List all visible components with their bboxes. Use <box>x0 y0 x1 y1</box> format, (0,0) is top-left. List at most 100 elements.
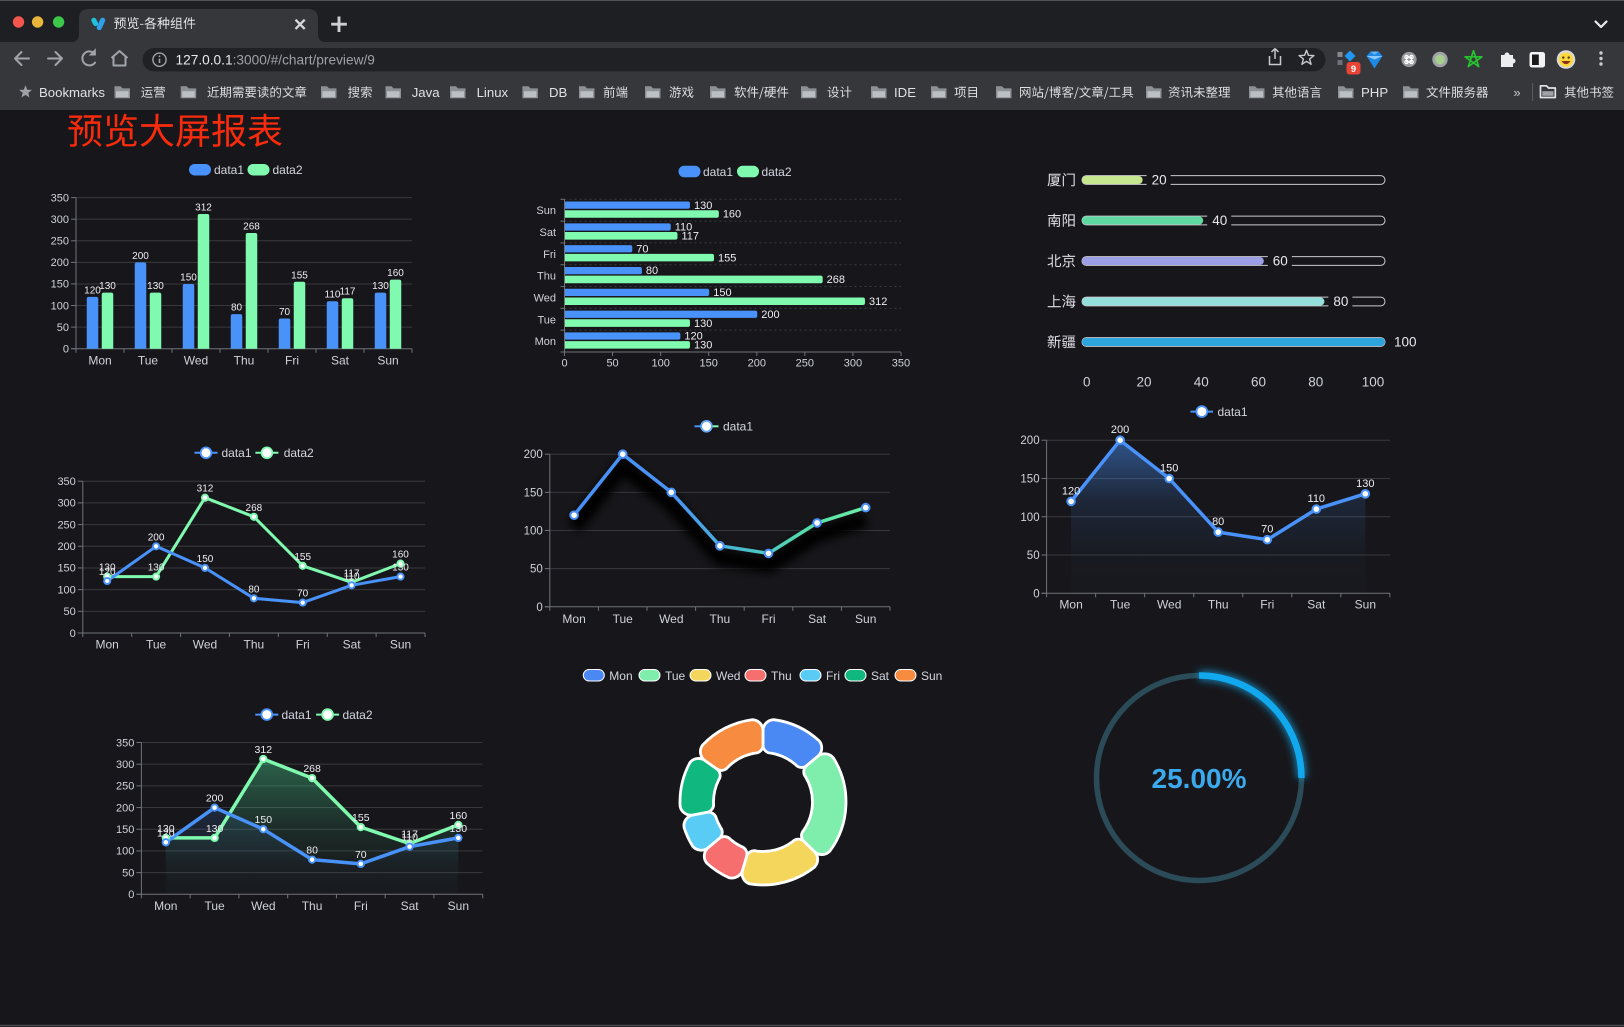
svg-text:Wed: Wed <box>534 292 556 304</box>
svg-text:117: 117 <box>340 287 356 298</box>
svg-text:Thu: Thu <box>537 271 556 283</box>
svg-text:50: 50 <box>530 564 543 576</box>
svg-text:130: 130 <box>99 563 116 574</box>
svg-text:Tue: Tue <box>537 314 556 326</box>
svg-text:50: 50 <box>1027 550 1040 562</box>
svg-text:120: 120 <box>684 331 702 343</box>
svg-text:200: 200 <box>748 358 766 370</box>
svg-text:Tue: Tue <box>1110 598 1131 612</box>
svg-text:130: 130 <box>206 823 224 835</box>
svg-text:Fri: Fri <box>285 354 299 368</box>
svg-text:data2: data2 <box>273 163 303 177</box>
svg-text:Thu: Thu <box>234 354 255 368</box>
svg-text:117: 117 <box>681 231 699 243</box>
svg-text:data2: data2 <box>343 708 373 722</box>
svg-text:300: 300 <box>51 214 69 226</box>
svg-text:Thu: Thu <box>1208 598 1229 612</box>
svg-text:350: 350 <box>51 192 69 204</box>
svg-text:120: 120 <box>1062 485 1080 497</box>
svg-text:20: 20 <box>1152 173 1167 188</box>
svg-text:200: 200 <box>57 541 75 553</box>
svg-text:Wed: Wed <box>1157 598 1181 612</box>
svg-text:0: 0 <box>1033 588 1039 600</box>
svg-text:300: 300 <box>116 759 134 771</box>
svg-text:130: 130 <box>1356 478 1374 490</box>
svg-text:9: 9 <box>1351 64 1356 75</box>
svg-text:60: 60 <box>1273 254 1288 269</box>
svg-text:250: 250 <box>51 236 69 248</box>
svg-text:0: 0 <box>1083 375 1091 390</box>
svg-text:200: 200 <box>206 793 224 805</box>
svg-text:Sat: Sat <box>539 227 556 239</box>
svg-text:40: 40 <box>1194 375 1209 390</box>
svg-text:data1: data1 <box>222 446 252 460</box>
svg-text:IDE: IDE <box>894 85 916 100</box>
svg-text:155: 155 <box>291 270 308 281</box>
svg-text:100: 100 <box>1020 512 1039 524</box>
svg-text:Wed: Wed <box>193 638 217 652</box>
svg-text:Sun: Sun <box>1355 598 1376 612</box>
svg-text:150: 150 <box>116 824 134 836</box>
svg-text:130: 130 <box>148 563 165 574</box>
svg-text:110: 110 <box>1308 493 1326 505</box>
svg-text:100: 100 <box>57 584 75 596</box>
svg-text:data1: data1 <box>723 420 753 434</box>
svg-text:100: 100 <box>524 526 543 538</box>
svg-text:80: 80 <box>248 584 260 595</box>
svg-text:268: 268 <box>246 503 263 514</box>
svg-text:Tue: Tue <box>613 612 634 626</box>
svg-text:60: 60 <box>1251 375 1266 390</box>
svg-text:120: 120 <box>157 827 175 839</box>
svg-text:80: 80 <box>1333 294 1348 309</box>
svg-text:250: 250 <box>116 781 134 793</box>
svg-text:Fri: Fri <box>354 899 368 913</box>
svg-text:200: 200 <box>761 309 779 321</box>
svg-text:Sun: Sun <box>390 638 411 652</box>
svg-text:110: 110 <box>325 290 341 301</box>
svg-text:Thu: Thu <box>771 669 792 683</box>
svg-text:300: 300 <box>844 358 862 370</box>
svg-text:150: 150 <box>1160 463 1178 475</box>
svg-text:312: 312 <box>255 744 273 756</box>
svg-text:130: 130 <box>450 823 468 835</box>
svg-text:Sun: Sun <box>855 612 876 626</box>
svg-text:Linux: Linux <box>477 85 509 100</box>
svg-text:Bookmarks: Bookmarks <box>39 85 105 100</box>
svg-text:50: 50 <box>122 867 134 879</box>
svg-text:200: 200 <box>51 257 69 269</box>
svg-text:300: 300 <box>57 498 75 510</box>
svg-text:80: 80 <box>306 845 318 857</box>
svg-text:Sun: Sun <box>921 669 942 683</box>
svg-text:Wed: Wed <box>716 669 740 683</box>
svg-text:200: 200 <box>148 532 165 543</box>
svg-text:127.0.0.1:3000/#/chart/preview: 127.0.0.1:3000/#/chart/preview/9 <box>176 52 375 67</box>
svg-text:data2: data2 <box>284 446 314 460</box>
svg-text:100: 100 <box>651 358 669 370</box>
svg-text:150: 150 <box>713 287 731 299</box>
svg-text:150: 150 <box>255 814 273 826</box>
svg-text:data1: data1 <box>214 163 244 177</box>
svg-text:155: 155 <box>718 252 736 264</box>
svg-text:Sun: Sun <box>536 205 556 217</box>
svg-text:312: 312 <box>195 203 212 214</box>
svg-text:0: 0 <box>63 344 69 356</box>
svg-text:200: 200 <box>1020 435 1039 447</box>
svg-text:160: 160 <box>723 209 741 221</box>
svg-text:Sat: Sat <box>871 669 890 683</box>
svg-text:Thu: Thu <box>302 899 323 913</box>
svg-text:70: 70 <box>355 849 367 861</box>
svg-text:130: 130 <box>157 823 175 835</box>
svg-text:70: 70 <box>1261 524 1273 536</box>
svg-text:Tue: Tue <box>665 669 686 683</box>
svg-text:data2: data2 <box>762 165 792 179</box>
svg-text:25.00%: 25.00% <box>1152 763 1247 794</box>
svg-text:200: 200 <box>116 802 134 814</box>
svg-text:130: 130 <box>147 281 164 292</box>
svg-text:150: 150 <box>57 563 75 575</box>
svg-text:150: 150 <box>1020 473 1039 485</box>
svg-text:268: 268 <box>827 274 845 286</box>
svg-text:Fri: Fri <box>543 249 556 261</box>
svg-text:130: 130 <box>392 563 409 574</box>
svg-text:Mon: Mon <box>562 612 585 626</box>
svg-text:250: 250 <box>57 519 75 531</box>
